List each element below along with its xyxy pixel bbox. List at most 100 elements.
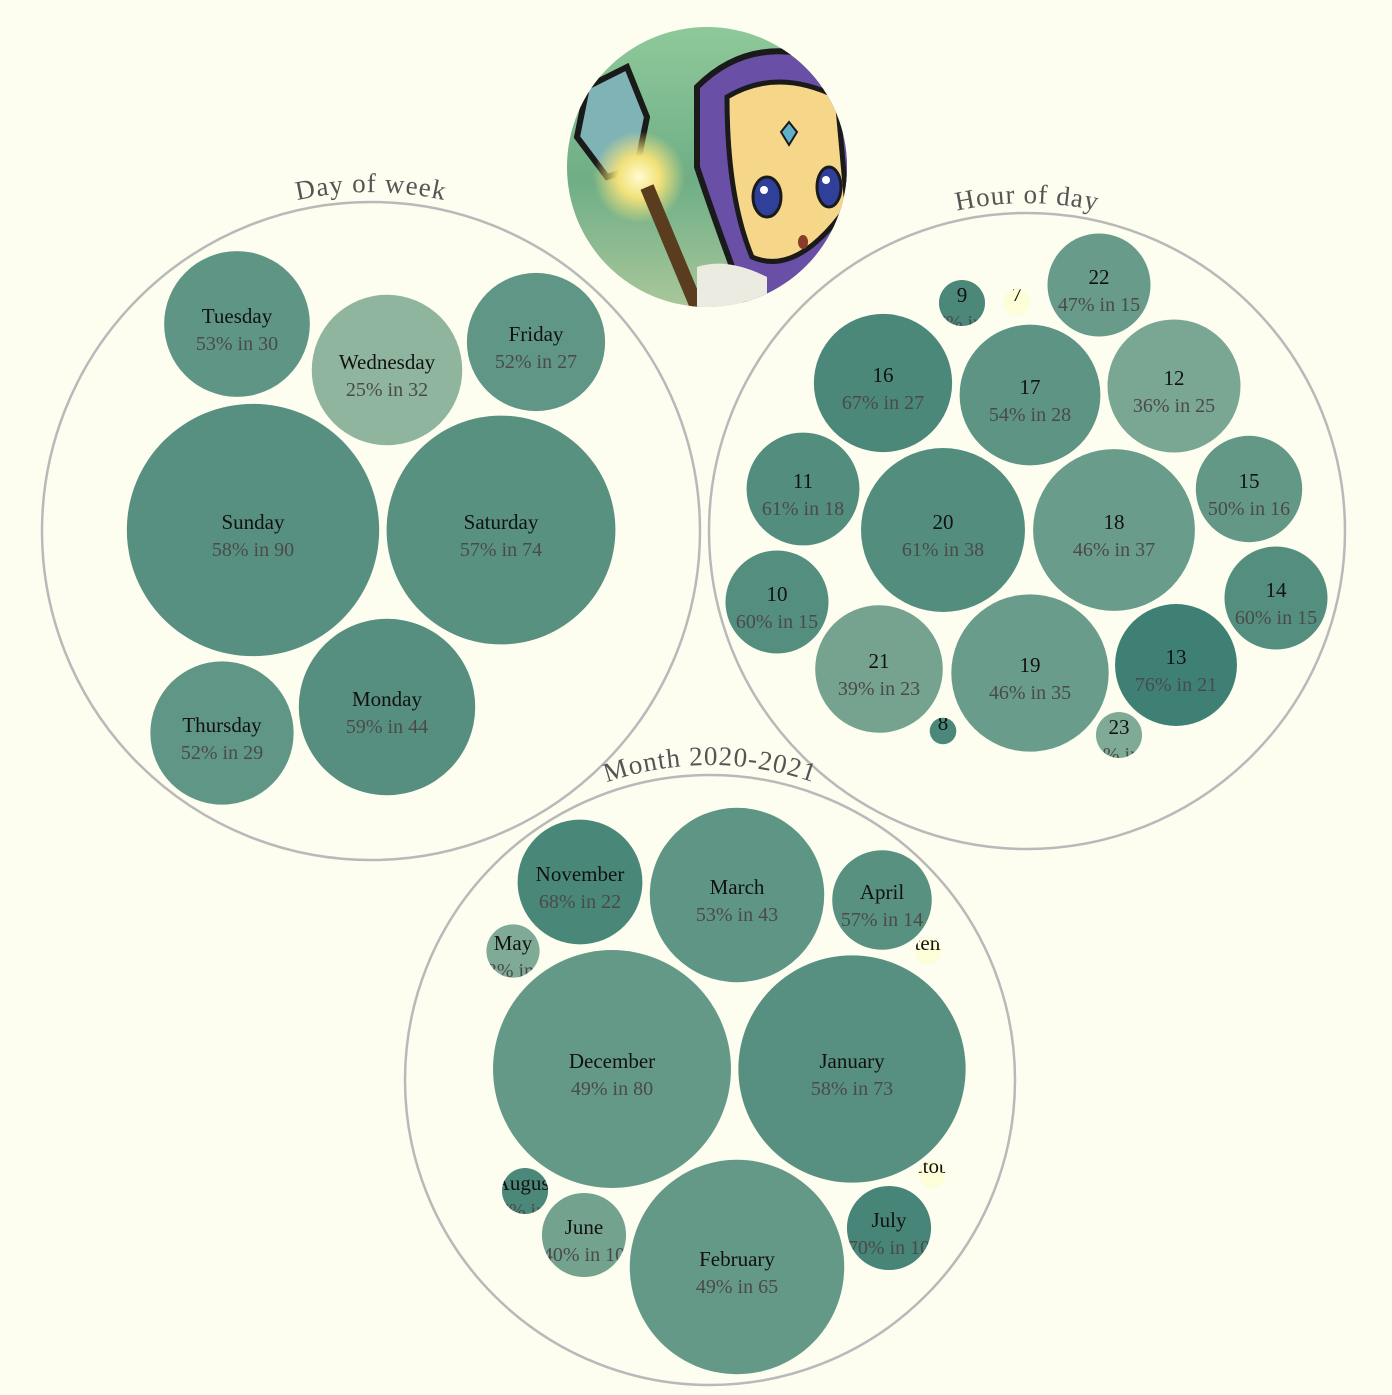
bubble[interactable]: 21 39% in 23 bbox=[815, 605, 943, 733]
bubble-label: 21 bbox=[869, 649, 890, 673]
bubble-value: 68% in 22 bbox=[539, 891, 621, 913]
bubble-circle[interactable] bbox=[486, 924, 540, 978]
bubble[interactable]: April 57% in 14 bbox=[832, 850, 932, 950]
bubble-circle[interactable] bbox=[738, 955, 966, 1183]
bubble[interactable]: February 49% in 65 bbox=[629, 1159, 845, 1375]
bubble-label: Saturday bbox=[464, 510, 539, 534]
bubble[interactable]: Wednesday 25% in 32 bbox=[311, 294, 463, 446]
bubble-circle[interactable] bbox=[1115, 604, 1237, 726]
bubble-circle[interactable] bbox=[150, 661, 294, 805]
bubble-group-0: Day of week Sunday 58% in 90 Saturday 57% in… bbox=[40, 168, 702, 862]
bubble-circle[interactable] bbox=[311, 294, 463, 446]
bubble-circle[interactable] bbox=[1003, 288, 1031, 316]
bubble[interactable]: 9 67% in 3 bbox=[926, 279, 998, 334]
bubble-circle[interactable] bbox=[386, 415, 616, 645]
bubble-circle[interactable] bbox=[951, 594, 1109, 752]
bubble-circle[interactable] bbox=[1047, 233, 1151, 337]
bubble[interactable]: October 0% in 1 bbox=[898, 1154, 966, 1205]
bubble-value: 53% in 43 bbox=[696, 904, 778, 926]
bubble-circle[interactable] bbox=[1224, 546, 1328, 650]
bubble[interactable]: 18 46% in 37 bbox=[1033, 449, 1195, 611]
bubble-label: 10 bbox=[767, 582, 788, 606]
bubble-value: 46% in 35 bbox=[989, 682, 1071, 704]
bubble-value: 25% in 32 bbox=[346, 379, 428, 401]
bubble-circle[interactable] bbox=[815, 605, 943, 733]
bubble[interactable]: 7 0% in 1 bbox=[986, 282, 1048, 333]
bubble-circle[interactable] bbox=[629, 1159, 845, 1375]
group-outline bbox=[707, 211, 1347, 851]
bubble[interactable]: August 67% in 3 bbox=[489, 1167, 561, 1222]
bubble-circle[interactable] bbox=[493, 950, 731, 1188]
bubble-circle[interactable] bbox=[1095, 711, 1143, 759]
bubble[interactable]: January 58% in 73 bbox=[738, 955, 966, 1183]
bubble-label: November bbox=[536, 862, 625, 886]
bubble[interactable]: Thursday 52% in 29 bbox=[150, 661, 294, 805]
bubble-value: 40% in 10 bbox=[543, 1244, 625, 1266]
bubble[interactable]: Friday 52% in 27 bbox=[466, 272, 606, 412]
group-outline bbox=[403, 773, 1017, 1387]
bubble-circle[interactable] bbox=[861, 448, 1025, 612]
bubble-circle[interactable] bbox=[541, 1192, 627, 1278]
bubble-circle[interactable] bbox=[517, 819, 643, 945]
bubble-circle[interactable] bbox=[649, 807, 825, 983]
bubble-circle[interactable] bbox=[725, 550, 829, 654]
bubble-label: July bbox=[871, 1208, 907, 1232]
bubble[interactable]: March 53% in 43 bbox=[649, 807, 825, 983]
bubble-circle[interactable] bbox=[126, 403, 380, 657]
bubble-label: Monday bbox=[352, 687, 422, 711]
bubble[interactable]: 23 33% in 3 bbox=[1083, 711, 1155, 766]
bubble-circle[interactable] bbox=[846, 1185, 932, 1271]
bubble-circle[interactable] bbox=[1195, 435, 1303, 543]
bubble[interactable]: June 40% in 10 bbox=[541, 1192, 627, 1278]
bubble-circle[interactable] bbox=[164, 251, 310, 397]
bubble-label: February bbox=[699, 1247, 775, 1271]
bubble-circle[interactable] bbox=[929, 717, 957, 745]
bubble-label: 17 bbox=[1020, 375, 1041, 399]
bubble[interactable]: May 33% in 4 bbox=[477, 924, 549, 982]
bubble-circle[interactable] bbox=[914, 937, 942, 965]
bubble-value: 57% in 14 bbox=[841, 909, 923, 931]
bubble[interactable]: 10 60% in 15 bbox=[725, 550, 829, 654]
bubble[interactable]: 22 47% in 15 bbox=[1047, 233, 1151, 337]
bubble[interactable]: Saturday 57% in 74 bbox=[386, 415, 616, 645]
bubble-circle[interactable] bbox=[1107, 319, 1241, 453]
bubble[interactable]: 15 50% in 16 bbox=[1195, 435, 1303, 543]
bubble[interactable]: 19 46% in 35 bbox=[951, 594, 1109, 752]
bubble-circle[interactable] bbox=[832, 850, 932, 950]
bubble[interactable]: Monday 59% in 44 bbox=[298, 618, 476, 796]
bubble-value: 50% in 16 bbox=[1208, 498, 1290, 520]
bubble[interactable]: 14 60% in 15 bbox=[1224, 546, 1328, 650]
bubble-circle[interactable] bbox=[501, 1167, 549, 1215]
bubble-circle[interactable] bbox=[959, 324, 1101, 466]
bubble[interactable]: Sunday 58% in 90 bbox=[126, 403, 380, 657]
bubble[interactable]: 12 36% in 25 bbox=[1107, 319, 1241, 453]
bubble-value: 49% in 80 bbox=[571, 1078, 653, 1100]
bubble[interactable]: 11 61% in 18 bbox=[746, 432, 860, 546]
bubble[interactable]: 17 54% in 28 bbox=[959, 324, 1101, 466]
bubble-label: 7 bbox=[1012, 282, 1023, 306]
bubble-circle[interactable] bbox=[938, 279, 986, 327]
bubble-label: 13 bbox=[1166, 645, 1187, 669]
bubble-circle[interactable] bbox=[298, 618, 476, 796]
bubble-value: 0% in 1 bbox=[901, 1183, 963, 1205]
bubble-value: 36% in 25 bbox=[1133, 395, 1215, 417]
bubble-label: May bbox=[494, 931, 533, 955]
bubble-value: 67% in 3 bbox=[926, 312, 998, 334]
bubble-circle[interactable] bbox=[918, 1160, 946, 1188]
bubble-label: 18 bbox=[1104, 510, 1125, 534]
bubble[interactable]: September 0% in 1 bbox=[883, 931, 973, 982]
bubble[interactable]: 13 76% in 21 bbox=[1115, 604, 1237, 726]
bubble[interactable]: July 70% in 10 bbox=[846, 1185, 932, 1271]
bubble-circle[interactable] bbox=[466, 272, 606, 412]
bubble-group-2: Month 2020-2021 December 49% in 80 January 5… bbox=[403, 741, 1017, 1387]
group-title: Month 2020-2021 bbox=[600, 741, 821, 788]
bubble-circle[interactable] bbox=[813, 313, 953, 453]
bubble[interactable]: 16 67% in 27 bbox=[813, 313, 953, 453]
bubble[interactable]: November 68% in 22 bbox=[517, 819, 643, 945]
bubble[interactable]: December 49% in 80 bbox=[493, 950, 731, 1188]
bubble-circle[interactable] bbox=[746, 432, 860, 546]
bubble[interactable]: Tuesday 53% in 30 bbox=[164, 251, 310, 397]
bubble[interactable]: 8 67% in 1 bbox=[907, 711, 979, 762]
bubble-circle[interactable] bbox=[1033, 449, 1195, 611]
bubble[interactable]: 20 61% in 38 bbox=[861, 448, 1025, 612]
